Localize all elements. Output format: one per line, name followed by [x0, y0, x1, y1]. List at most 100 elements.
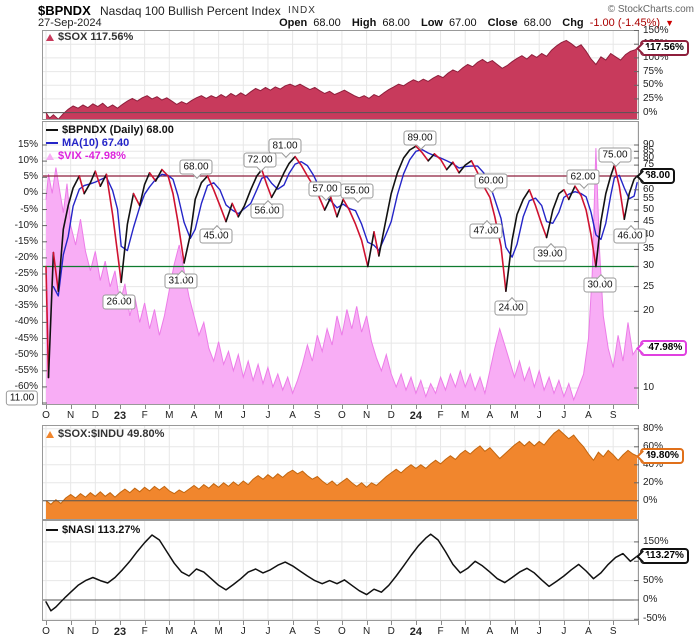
line-icon-ma	[46, 142, 58, 144]
x-axis-tick	[465, 405, 467, 409]
month-label: J	[536, 410, 542, 421]
annotation-callout: 68.00	[179, 159, 213, 175]
triangle-down-icon[interactable]: ▼	[665, 18, 674, 28]
y-axis-label: 50%	[643, 574, 664, 586]
x-axis-tick	[144, 621, 146, 625]
line-icon-bpndx	[46, 129, 58, 131]
month-label: S	[609, 626, 617, 637]
sox-indu-ratio-chart[interactable]	[42, 425, 639, 520]
y-axis-label-left: 10%	[17, 155, 38, 167]
bpndx-main-chart[interactable]	[42, 121, 639, 405]
annotation-callout: 75.00	[598, 147, 632, 163]
annotation-callout: 62.00	[566, 169, 600, 185]
y-axis-label-left: -5%	[20, 203, 38, 215]
x-axis-tick	[193, 405, 195, 409]
month-label: M	[214, 410, 223, 421]
month-label: N	[362, 626, 371, 637]
y-axis-label: 40	[643, 228, 655, 240]
month-label: S	[313, 410, 321, 421]
close-label: Close	[487, 17, 518, 29]
x-axis-tick	[366, 405, 368, 409]
x-axis-tick	[440, 621, 442, 625]
y-axis-label-left: -15%	[14, 235, 38, 247]
y-axis-label-left: 15%	[17, 139, 38, 150]
x-axis-tick	[489, 405, 491, 409]
sox-performance-chart[interactable]	[42, 30, 639, 120]
symbol-title: $BPNDX	[38, 3, 91, 18]
y-axis-label: 20	[643, 305, 655, 317]
x-axis-tick	[218, 405, 220, 409]
x-axis-tick	[539, 405, 541, 409]
close-value: 68.00	[523, 17, 552, 29]
ratio-value-callout: 49.80%	[640, 447, 684, 464]
month-label: M	[165, 626, 174, 637]
month-label: A	[190, 626, 198, 637]
month-label: A	[289, 626, 296, 637]
y-axis-label: 0%	[643, 106, 658, 118]
x-axis-tick	[46, 621, 47, 625]
x-axis-tick	[366, 621, 368, 625]
y-axis-label-left: -30%	[14, 284, 38, 296]
legend-label: MA(10) 67.40	[62, 137, 130, 149]
x-axis-tick	[465, 621, 467, 625]
month-label: O	[42, 626, 50, 637]
y-axis-label: -50%	[643, 613, 667, 625]
annotation-callout: 81.00	[268, 138, 302, 154]
y-axis-label: 150%	[643, 24, 669, 36]
legend-label: $BPNDX (Daily) 68.00	[62, 124, 174, 136]
y-axis-label-left: -40%	[14, 316, 38, 328]
x-axis-tick	[637, 405, 639, 409]
annotation-callout: 72.00	[243, 152, 277, 168]
x-axis-tick	[292, 621, 294, 625]
month-label: J	[265, 410, 271, 421]
x-axis-tick	[144, 405, 146, 409]
x-axis-tick	[391, 405, 393, 409]
month-label: O	[338, 626, 346, 637]
annotation-callout: 55.00	[340, 183, 374, 199]
month-label: A	[289, 410, 296, 421]
x-axis-tick	[341, 621, 343, 625]
y-axis-label: 25	[643, 280, 655, 292]
symbol-name: Nasdaq 100 Bullish Percent Index	[100, 4, 281, 18]
nasi-chart[interactable]	[42, 520, 639, 621]
y-axis-label: 20%	[643, 476, 664, 488]
month-label: A	[585, 626, 592, 637]
y-axis-label: 90	[643, 138, 655, 150]
month-label: M	[165, 410, 174, 421]
y-axis-label: 30	[643, 260, 655, 272]
month-label: 23	[113, 410, 127, 422]
annotation-callout: 57.00	[308, 181, 342, 197]
x-axis-tick	[588, 621, 590, 625]
month-label: M	[214, 626, 223, 637]
annotation-callout: 11.00	[5, 390, 39, 406]
x-axis-tick	[563, 621, 565, 625]
y-axis-label: 55	[643, 193, 655, 205]
month-label: D	[387, 626, 395, 637]
line-icon-nasi	[46, 529, 58, 531]
open-label: Open	[279, 17, 308, 29]
month-label: S	[609, 410, 617, 421]
month-label: F	[141, 626, 148, 637]
annotation-callout: 39.00	[533, 246, 567, 262]
x-axis-tick	[169, 405, 171, 409]
legend-label: $SOX 117.56%	[58, 31, 134, 43]
high-value: 68.00	[382, 17, 410, 29]
y-axis-label: 25%	[643, 92, 664, 104]
y-axis-label: 80	[643, 151, 655, 163]
area-icon-ratio	[46, 430, 54, 438]
x-axis-tick	[267, 621, 269, 625]
month-label: A	[585, 410, 592, 421]
month-label: A	[486, 626, 494, 637]
x-axis-tick	[613, 405, 615, 409]
x-axis-tick	[317, 405, 319, 409]
y-axis-label: 35	[643, 243, 655, 255]
x-axis-tick	[119, 621, 121, 625]
y-axis-label: 40%	[643, 458, 664, 470]
x-axis-tick	[218, 621, 220, 625]
annotation-callout: 46.00	[613, 228, 647, 244]
x-axis-tick	[613, 621, 615, 625]
x-axis-tick	[95, 621, 97, 625]
legend-label: $VIX -47.98%	[58, 150, 126, 162]
y-axis-label: 80%	[643, 422, 664, 434]
